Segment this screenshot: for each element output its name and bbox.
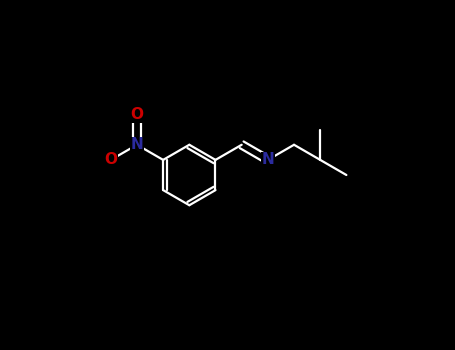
Text: O: O — [104, 152, 117, 167]
Text: N: N — [131, 137, 143, 152]
Text: N: N — [262, 152, 274, 167]
Text: O: O — [131, 107, 143, 122]
